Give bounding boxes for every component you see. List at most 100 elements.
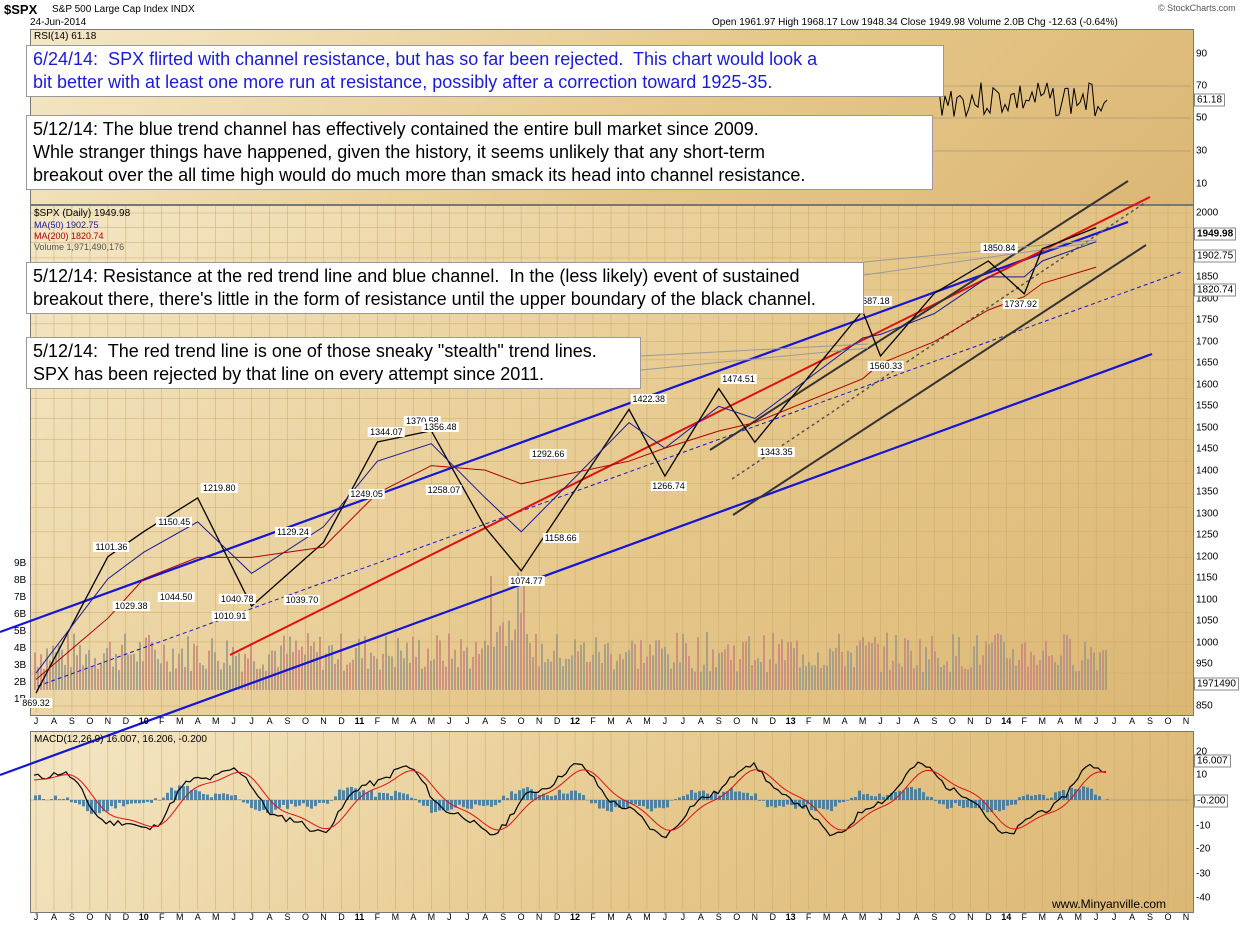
month-label: J xyxy=(33,912,39,922)
macd-histogram-bar xyxy=(1082,786,1085,800)
volume-bar xyxy=(415,656,417,690)
macd-histogram-bar xyxy=(710,795,713,800)
macd-histogram-bar xyxy=(86,800,89,812)
volume-bar xyxy=(52,645,54,690)
macd-tick: 10 xyxy=(1196,769,1208,781)
volume-bar xyxy=(859,640,861,690)
volume-bar xyxy=(514,629,516,690)
volume-bar xyxy=(829,648,831,690)
volume-bar xyxy=(760,662,762,690)
volume-bar xyxy=(721,652,723,690)
macd-histogram-bar xyxy=(182,786,185,800)
price-tick: 1150 xyxy=(1196,572,1218,584)
volume-bar xyxy=(169,671,171,690)
macd-histogram-bar xyxy=(1010,800,1013,805)
macd-histogram-bar xyxy=(334,796,337,800)
macd-histogram-bar xyxy=(774,800,777,808)
rsi-tick: 30 xyxy=(1196,145,1208,157)
macd-histogram-bar xyxy=(814,800,817,812)
volume-bar xyxy=(58,645,60,690)
price-tick: 1650 xyxy=(1196,357,1219,369)
macd-histogram-bar xyxy=(54,795,57,800)
macd-tick: -30 xyxy=(1196,868,1211,880)
macd-histogram-bar xyxy=(110,800,113,807)
price-label: 1129.24 xyxy=(275,527,311,538)
volume-bar xyxy=(325,653,327,690)
volume-tick: 3B xyxy=(14,660,27,671)
volume-bar xyxy=(898,663,900,690)
price-label: 1150.45 xyxy=(156,516,193,527)
volume-bar xyxy=(580,645,582,690)
volume-bar xyxy=(1057,665,1059,690)
macd-histogram-bar xyxy=(306,800,309,807)
macd-histogram-bar xyxy=(1022,796,1025,800)
volume-bar xyxy=(694,671,696,690)
volume-bar xyxy=(427,648,429,690)
volume-bar xyxy=(79,645,81,690)
volume-bar xyxy=(925,647,927,690)
volume-bar xyxy=(463,650,465,690)
macd-histogram-bar xyxy=(370,790,373,800)
macd-histogram-bar xyxy=(1014,800,1017,805)
macd-histogram-bar xyxy=(830,800,833,812)
volume-bar xyxy=(46,648,48,690)
month-label: A xyxy=(697,912,704,922)
month-label: F xyxy=(1021,912,1028,922)
macd-histogram-bar xyxy=(994,800,997,811)
volume-bar xyxy=(376,658,378,690)
red-trend-line xyxy=(229,196,1151,656)
macd-histogram-bar xyxy=(890,793,893,800)
macd-histogram-bar xyxy=(170,787,173,800)
volume-bar xyxy=(1048,655,1050,690)
month-label: 13 xyxy=(785,912,796,922)
volume-bar xyxy=(904,638,906,690)
macd-histogram-bar xyxy=(842,800,845,803)
volume-bar xyxy=(163,644,165,690)
callout-pointer xyxy=(640,343,869,357)
macd-panel xyxy=(30,731,1194,913)
month-label: D xyxy=(553,912,561,922)
volume-bar xyxy=(523,585,525,690)
macd-histogram-bar xyxy=(674,799,677,800)
macd-histogram-bar xyxy=(402,793,405,800)
volume-bar xyxy=(229,665,231,690)
macd-histogram-bar xyxy=(566,793,569,800)
volume-bar xyxy=(1054,661,1056,690)
macd-histogram-bar xyxy=(942,800,945,805)
volume-bar xyxy=(679,662,681,690)
volume-bar xyxy=(1018,660,1020,690)
month-label: J xyxy=(465,716,470,726)
volume-bar xyxy=(610,653,612,690)
month-label: D xyxy=(769,716,776,726)
macd-histogram-bar xyxy=(766,800,769,808)
volume-bar xyxy=(868,641,870,690)
macd-histogram-bar xyxy=(906,787,909,800)
volume-bar xyxy=(139,642,141,690)
volume-bar xyxy=(1060,655,1062,690)
volume-bar xyxy=(127,654,129,690)
volume-bar xyxy=(157,659,159,690)
volume-bar xyxy=(253,661,255,690)
price-label: 1029.38 xyxy=(112,600,150,611)
macd-histogram-bar xyxy=(178,785,181,800)
macd-histogram-bar xyxy=(186,785,189,800)
month-label: 12 xyxy=(570,716,581,726)
volume-bar xyxy=(979,664,981,690)
volume-bar xyxy=(469,668,471,690)
volume-bar xyxy=(862,637,864,690)
month-label: A xyxy=(841,716,848,726)
macd-histogram-bar xyxy=(342,790,345,800)
volume-bar xyxy=(343,670,345,690)
price-label: 1039.70 xyxy=(283,594,321,605)
macd-histogram-bar xyxy=(1078,789,1081,800)
volume-bar xyxy=(688,656,690,690)
month-label: N xyxy=(1182,912,1190,922)
volume-bar xyxy=(910,650,912,690)
month-label: N xyxy=(751,912,759,922)
month-label: O xyxy=(1164,912,1172,922)
month-label: N xyxy=(535,912,543,922)
macd-histogram-bar xyxy=(330,800,333,801)
price-label: 869.32 xyxy=(20,698,52,709)
macd-histogram-bar xyxy=(346,787,349,800)
volume-bar xyxy=(685,643,687,690)
